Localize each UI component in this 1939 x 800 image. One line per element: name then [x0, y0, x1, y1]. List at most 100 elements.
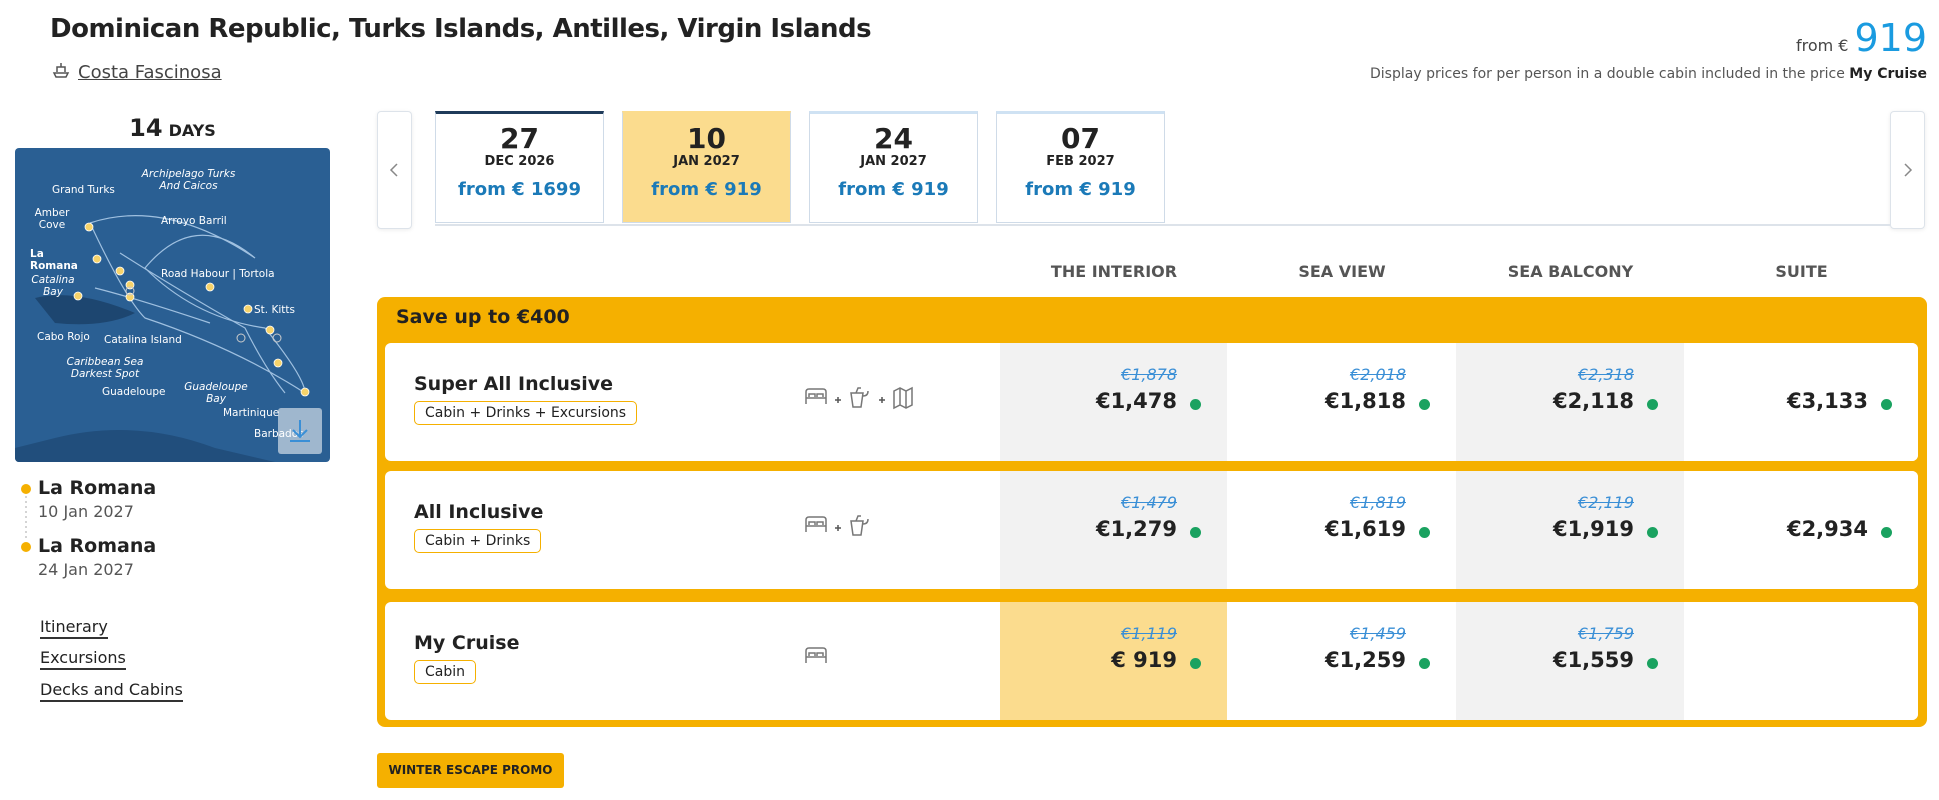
price-cell[interactable]: €2,318 €2,118 — [1456, 343, 1684, 461]
price-cell[interactable]: €1,459 €1,259 — [1227, 602, 1456, 720]
duration: 14 DAYS — [15, 114, 330, 142]
old-price: €1,459 — [1350, 624, 1406, 643]
price-cell[interactable]: €2,018 €1,818 — [1227, 343, 1456, 461]
availability-dot — [1647, 658, 1658, 669]
current-price: €1,919 — [1552, 517, 1634, 541]
package-icons — [804, 513, 954, 543]
from-label: from € — [1795, 36, 1849, 55]
old-price: €1,878 — [1121, 365, 1177, 384]
current-price: €2,118 — [1552, 389, 1634, 413]
map-label: Guadeloupe Bay — [184, 381, 248, 405]
tab-price: from € 919 — [651, 179, 762, 200]
date-tab[interactable]: 07 FEB 2027 from € 919 — [996, 111, 1165, 223]
map-graphic — [15, 215, 310, 462]
price-cell[interactable]: €1,119 € 919 — [1000, 602, 1227, 720]
nav-link[interactable]: Excursions — [40, 648, 126, 670]
ship-name[interactable]: Costa Fascinosa — [78, 62, 222, 83]
date-tab[interactable]: 24 JAN 2027 from € 919 — [809, 111, 978, 223]
old-price: €1,819 — [1350, 493, 1406, 512]
duration-number: 14 — [129, 114, 163, 142]
price-cell[interactable]: €1,759 €1,559 — [1456, 602, 1684, 720]
map-label: Martinique — [223, 407, 280, 419]
map-label: Road Habour | Tortola — [161, 268, 275, 280]
cruise-title: Dominican Republic, Turks Islands, Antil… — [50, 14, 872, 44]
price-cell[interactable]: €1,479 €1,279 — [1000, 471, 1227, 589]
note-bold: My Cruise — [1849, 66, 1927, 82]
arrow-icon — [1904, 163, 1913, 177]
download-button[interactable] — [278, 408, 322, 454]
promo-tag[interactable]: WINTER ESCAPE PROMO — [377, 753, 564, 788]
old-price: €2,018 — [1350, 365, 1406, 384]
cabin-type: THE INTERIOR — [1050, 262, 1178, 281]
icons-graphic — [805, 515, 869, 536]
cabin-type: SEA VIEW — [1298, 262, 1386, 281]
current-price: € 919 — [1111, 648, 1177, 672]
route-line — [21, 484, 31, 552]
download-icon — [290, 420, 310, 442]
map-label: La Romana — [30, 248, 78, 272]
price-cell[interactable] — [1684, 602, 1918, 720]
route-date: 24 Jan 2027 — [38, 560, 134, 579]
prev-arrow[interactable] — [377, 111, 412, 229]
price-cell[interactable]: €2,119 €1,919 — [1456, 471, 1684, 589]
current-price: €1,279 — [1095, 517, 1177, 541]
nav-link[interactable]: Itinerary — [40, 617, 108, 639]
map-label: Cabo Rojo — [37, 331, 90, 343]
package-row: €1,479 €1,279 €1,819 €1,619 €2,119 €1,919 €2,9… — [385, 471, 1918, 589]
availability-dot — [1419, 399, 1430, 410]
route-port: La Romana — [38, 535, 157, 557]
availability-dot — [1419, 658, 1430, 669]
from-price-value: 919 — [1854, 16, 1927, 60]
package-icons — [804, 644, 954, 674]
price-cell[interactable]: €3,133 — [1684, 343, 1918, 461]
icons-graphic — [805, 386, 913, 410]
map-label: Guadeloupe — [102, 386, 166, 398]
map-label: Caribbean Sea Darkest Spot — [66, 356, 144, 380]
package-name: All Inclusive — [414, 501, 544, 523]
ship-link[interactable]: Costa Fascinosa — [52, 60, 222, 83]
next-arrow[interactable] — [1890, 111, 1925, 229]
price-cell[interactable]: €2,934 — [1684, 471, 1918, 589]
package-includes: Cabin — [414, 660, 477, 684]
availability-dot — [1190, 527, 1201, 538]
price-note: Display prices for per person in a doubl… — [1370, 66, 1927, 82]
current-price: €3,133 — [1786, 389, 1868, 413]
duration-unit: DAYS — [168, 121, 216, 140]
current-price: €1,619 — [1324, 517, 1406, 541]
tab-month: JAN 2027 — [860, 154, 927, 169]
date-tab[interactable]: 27 DEC 2026 from € 1699 — [435, 111, 604, 223]
package-row: €1,878 €1,478 €2,018 €1,818 €2,318 €2,118 €3,1… — [385, 343, 1918, 461]
package-includes: Cabin + Drinks — [414, 529, 542, 553]
availability-dot — [1647, 527, 1658, 538]
map-label: Catalina Island — [104, 334, 182, 346]
availability-dot — [1881, 399, 1892, 410]
tab-price: from € 1699 — [458, 179, 581, 200]
from-price: from € 919 — [1796, 16, 1927, 60]
current-price: €1,478 — [1095, 389, 1177, 413]
tab-month: FEB 2027 — [1046, 154, 1115, 169]
current-price: €1,559 — [1552, 648, 1634, 672]
arrow-icon — [389, 163, 398, 177]
tab-day: 24 — [874, 122, 913, 155]
old-price: €2,119 — [1578, 493, 1634, 512]
map-label: Amber Cove — [34, 207, 70, 231]
map-label: Archipelago Turks And Caicos — [141, 168, 236, 192]
tab-baseline — [435, 224, 1890, 226]
price-cell[interactable]: €1,878 €1,478 — [1000, 343, 1227, 461]
route-map[interactable]: Archipelago Turks And Caicos Grand Turks… — [15, 148, 330, 462]
tab-month: JAN 2027 — [673, 154, 740, 169]
tab-month: DEC 2026 — [484, 154, 555, 169]
price-cell[interactable]: €1,819 €1,619 — [1227, 471, 1456, 589]
map-label: Grand Turks — [52, 184, 115, 196]
tab-price: from € 919 — [838, 179, 949, 200]
nav-link[interactable]: Decks and Cabins — [40, 680, 183, 702]
icons-graphic — [805, 647, 827, 663]
tab-day: 27 — [500, 122, 539, 155]
map-label: Catalina Bay — [31, 274, 75, 298]
date-tab[interactable]: 10 JAN 2027 from € 919 — [622, 111, 791, 223]
availability-dot — [1190, 399, 1201, 410]
availability-dot — [1647, 399, 1658, 410]
package-name: Super All Inclusive — [414, 373, 614, 395]
old-price: €1,479 — [1121, 493, 1177, 512]
